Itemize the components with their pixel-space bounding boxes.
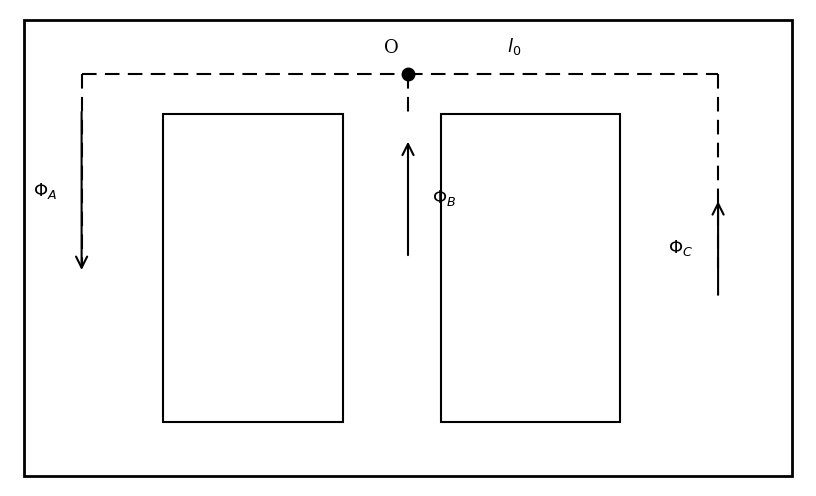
Bar <box>441 114 620 422</box>
Text: $l_0$: $l_0$ <box>507 36 521 57</box>
Bar <box>163 114 343 422</box>
Text: $\Phi_B$: $\Phi_B$ <box>432 188 457 208</box>
Text: $\Phi_A$: $\Phi_A$ <box>33 181 57 201</box>
Text: O: O <box>384 39 399 57</box>
Text: $\Phi_C$: $\Phi_C$ <box>668 238 694 258</box>
